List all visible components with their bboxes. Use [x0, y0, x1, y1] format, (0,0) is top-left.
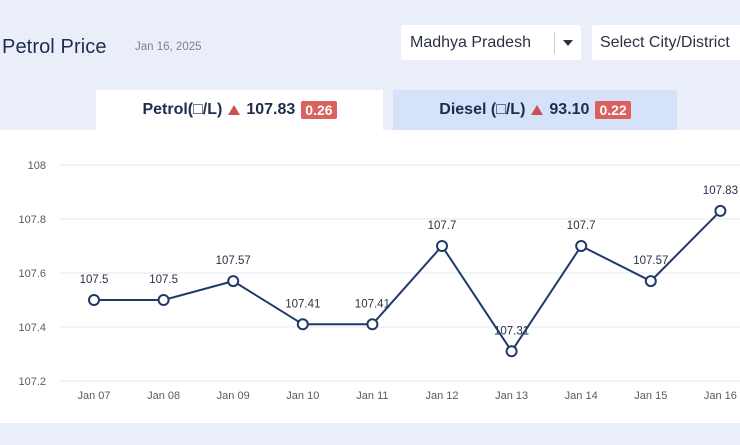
data-label: 107.5: [80, 274, 109, 286]
data-label: 107.7: [428, 220, 457, 232]
data-point: [505, 345, 518, 358]
x-tick-label: Jan 08: [147, 390, 180, 402]
x-tick-label: Jan 10: [286, 390, 319, 402]
data-label: 107.83: [703, 185, 738, 197]
data-label: 107.7: [567, 220, 596, 232]
tab-diesel-price: 93.10: [549, 101, 590, 118]
price-date: Jan 16, 2025: [135, 41, 202, 53]
x-tick-label: Jan 15: [634, 390, 667, 402]
city-select[interactable]: Select City/District: [592, 25, 740, 60]
data-point: [714, 204, 727, 217]
x-tick-label: Jan 14: [565, 390, 598, 402]
state-select[interactable]: Madhya Pradesh: [401, 25, 581, 60]
tab-diesel[interactable]: Diesel (□/L) 93.10 0.22: [393, 90, 677, 130]
data-point: [296, 318, 309, 331]
y-tick-label: 107.4: [18, 322, 46, 334]
bottom-strip: [0, 423, 740, 445]
select-divider: [554, 31, 555, 54]
data-label: 107.41: [285, 298, 320, 310]
data-point: [436, 240, 448, 252]
x-tick-label: Jan 13: [495, 390, 528, 402]
state-select-value: Madhya Pradesh: [410, 33, 531, 51]
petrol-price-line: [94, 210, 722, 354]
tab-diesel-change-badge: 0.22: [595, 101, 631, 119]
data-label: 107.57: [633, 255, 668, 267]
price-up-arrow-icon: [228, 105, 241, 115]
chevron-down-icon[interactable]: [555, 25, 581, 60]
data-label: 107.5: [149, 274, 178, 286]
y-tick-label: 107.2: [18, 376, 46, 388]
data-label: 107.31: [494, 325, 529, 337]
data-label: 107.41: [355, 298, 390, 310]
city-select-placeholder: Select City/District: [600, 33, 730, 51]
x-tick-label: Jan 07: [77, 390, 110, 402]
y-tick-label: 107.8: [18, 214, 46, 226]
price-chart-panel: 107.2 107.4 107.6 107.8 108 Jan 07 Jan 08 Jan 0…: [0, 130, 740, 423]
page-header: Petrol Price Jan 16, 2025 Madhya Pradesh…: [0, 0, 740, 90]
data-point: [366, 318, 379, 331]
tab-petrol[interactable]: Petrol(□/L) 107.83 0.26: [96, 90, 383, 130]
x-tick-label: Jan 11: [356, 390, 388, 402]
tab-petrol-price: 107.83: [246, 101, 296, 118]
x-tick-label: Jan 12: [425, 390, 458, 402]
tab-diesel-label: Diesel (□/L): [439, 101, 526, 118]
x-tick-label: Jan 09: [217, 390, 250, 402]
data-point: [575, 240, 588, 252]
tab-petrol-label: Petrol(□/L): [142, 101, 223, 118]
price-up-arrow-icon: [531, 105, 544, 115]
y-tick-label: 107.6: [18, 268, 46, 280]
data-point: [157, 294, 170, 306]
tab-petrol-change-badge: 0.26: [301, 101, 337, 119]
data-point: [644, 275, 657, 288]
data-point: [227, 275, 240, 288]
page-title: Petrol Price: [2, 36, 107, 58]
price-line-chart: 107.2 107.4 107.6 107.8 108 Jan 07 Jan 08 Jan 0…: [18, 160, 740, 402]
y-tick-label: 108: [28, 160, 46, 172]
x-tick-label: Jan 16: [704, 390, 737, 402]
data-label: 107.57: [216, 255, 251, 267]
data-point: [88, 294, 100, 306]
